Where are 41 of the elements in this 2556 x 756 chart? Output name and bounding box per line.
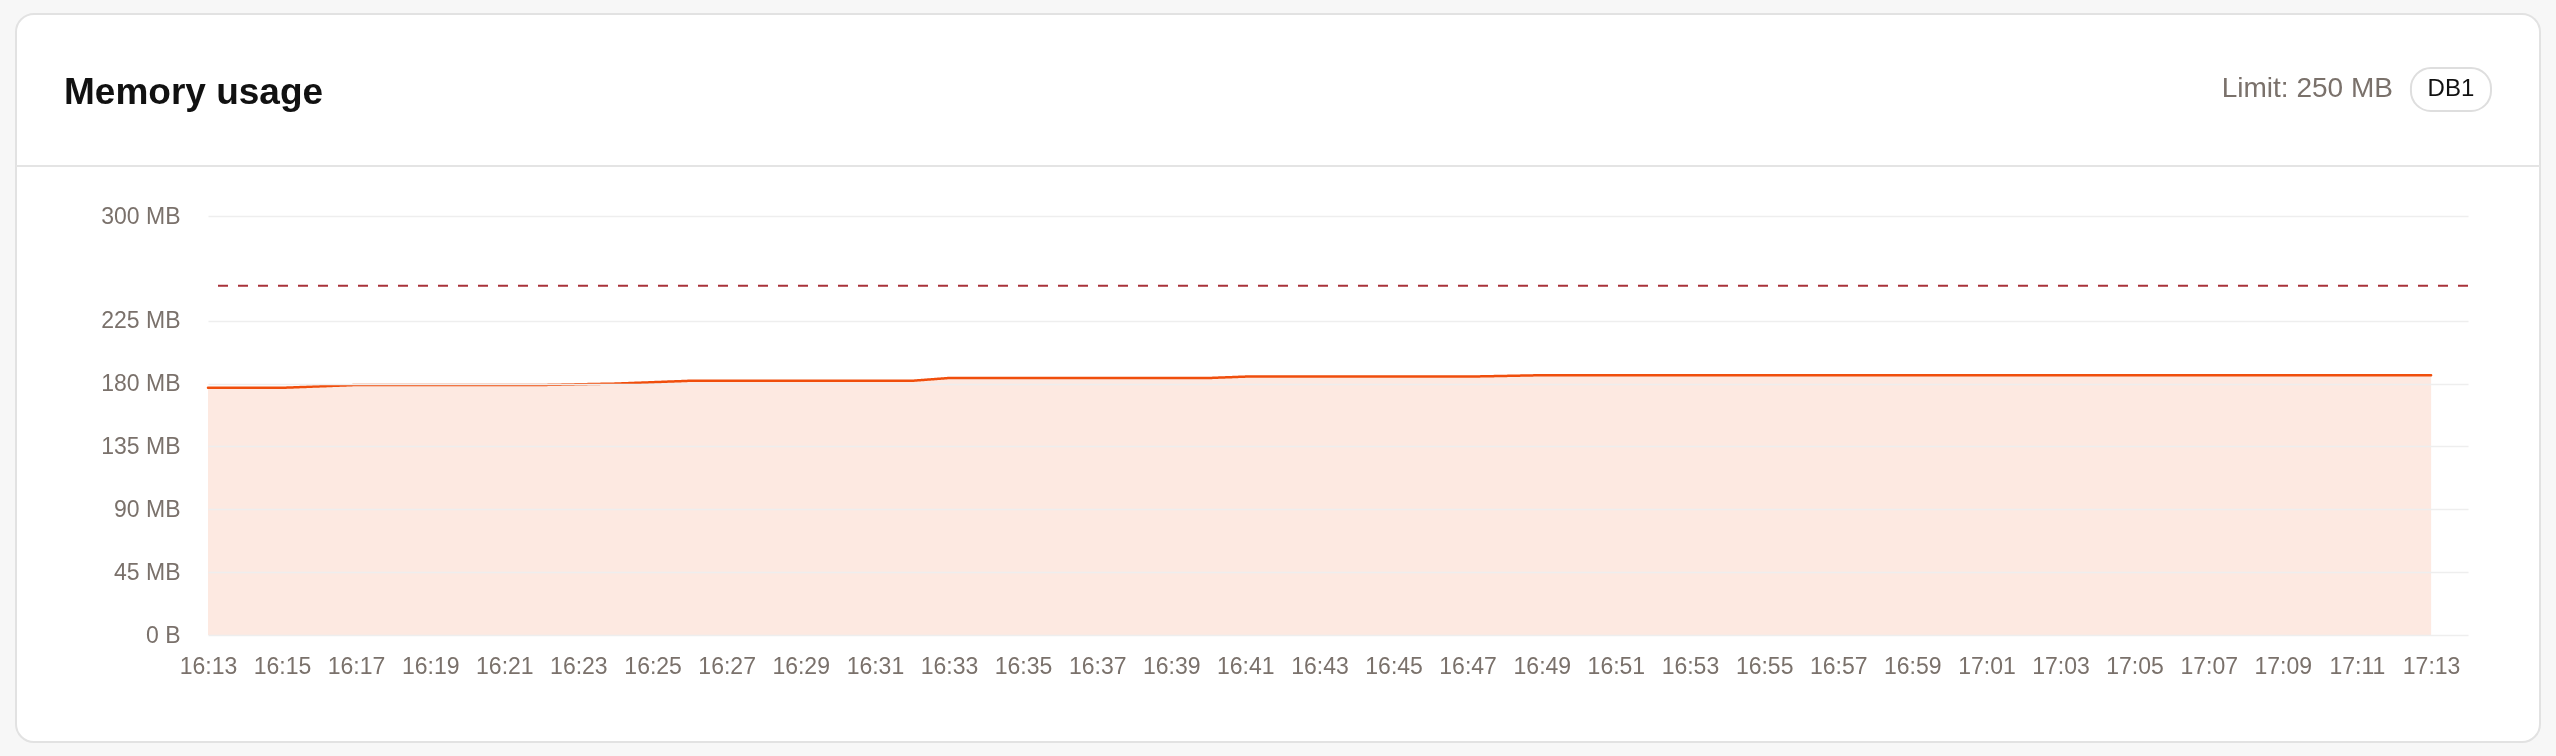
x-tick-label: 16:37 bbox=[1068, 652, 1127, 679]
x-tick-label: 17:05 bbox=[2106, 652, 2164, 679]
x-tick-label: 16:59 bbox=[1883, 652, 1942, 679]
x-tick-label: 16:13 bbox=[179, 652, 238, 679]
x-tick-label: 16:57 bbox=[1809, 652, 1868, 679]
text: Limit: 250 MB bbox=[2221, 72, 2393, 103]
x-tick-label: 16:55 bbox=[1735, 652, 1794, 679]
x-tick-label: 16:31 bbox=[846, 652, 905, 679]
x-tick-label: 16:17 bbox=[327, 652, 386, 679]
x-tick-label: 16:35 bbox=[994, 652, 1053, 679]
y-tick-label: 300 MB bbox=[101, 202, 181, 229]
x-tick-label: 16:19 bbox=[402, 652, 460, 679]
x-tick-label: 16:25 bbox=[624, 652, 682, 679]
y-tick-label: 225 MB bbox=[101, 307, 181, 334]
x-tick-label: 17:13 bbox=[2402, 652, 2461, 679]
x-tick-label: 16:45 bbox=[1365, 652, 1423, 679]
x-tick-label: 16:29 bbox=[772, 652, 830, 679]
y-tick-label: 135 MB bbox=[101, 432, 181, 459]
x-tick-label: 17:03 bbox=[2032, 652, 2090, 679]
x-tick-label: 16:49 bbox=[1513, 652, 1572, 679]
x-tick-label: 16:51 bbox=[1587, 652, 1646, 679]
x-tick-label: 16:43 bbox=[1291, 652, 1349, 679]
chart-title: Memory usage bbox=[64, 71, 324, 112]
x-tick-label: 16:39 bbox=[1142, 652, 1201, 679]
x-tick-label: 17:09 bbox=[2254, 652, 2313, 679]
x-tick-label: 16:23 bbox=[550, 652, 608, 679]
y-tick-label: 90 MB bbox=[114, 495, 181, 522]
x-tick-label: 17:07 bbox=[2180, 652, 2239, 679]
x-tick-label: 16:21 bbox=[476, 652, 534, 679]
x-tick-label: 16:41 bbox=[1217, 652, 1275, 679]
x-tick-label: 16:27 bbox=[698, 652, 756, 679]
x-tick-label: 17:11 bbox=[2329, 652, 2386, 679]
y-tick-label: 0 B bbox=[145, 621, 181, 648]
y-tick-label: 180 MB bbox=[101, 370, 181, 397]
text: DB1 bbox=[2427, 74, 2475, 101]
x-tick-label: 16:53 bbox=[1661, 652, 1720, 679]
y-tick-label: 45 MB bbox=[114, 558, 181, 585]
x-tick-label: 16:33 bbox=[920, 652, 979, 679]
x-tick-label: 16:47 bbox=[1439, 652, 1497, 679]
x-tick-label: 16:15 bbox=[253, 652, 312, 679]
x-tick-label: 17:01 bbox=[1958, 652, 2016, 679]
